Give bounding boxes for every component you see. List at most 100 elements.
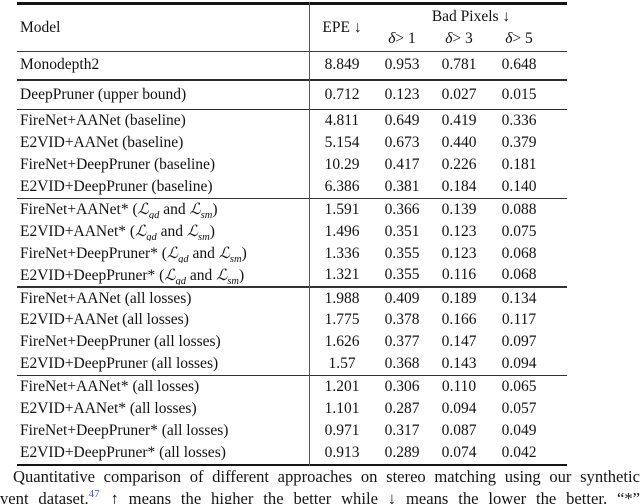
epe-value: 10.29: [324, 155, 360, 173]
model-cell: E2VID+DeepPruner* (ℒgd and ℒsm): [20, 265, 245, 285]
bad-pixels-d1-value: 0.351: [384, 222, 420, 240]
results-table: Model EPE ↓ Bad Pixels ↓ δ > 1 δ > 3 δ >…: [17, 2, 567, 467]
table-row: E2VID+DeepPruner* (all losses) 0.913 0.2…: [17, 442, 567, 464]
script-L-symbol: ℒ: [137, 200, 149, 219]
table-row: E2VID+AANet (all losses) 1.775 0.378 0.1…: [17, 310, 567, 332]
bad-pixels-d3-value: 0.226: [441, 155, 477, 173]
bad-pixels-d1-value: 0.317: [384, 421, 420, 439]
bad-pixels-d5-value: 0.117: [501, 311, 537, 329]
bad-pixels-d1-value: 0.377: [384, 333, 420, 351]
bad-pixels-d5-value: 0.065: [501, 378, 537, 396]
section-all-losses: FireNet+AANet (all losses) 1.988 0.409 0…: [17, 288, 567, 375]
bad-pixels-d5-value: 0.042: [501, 443, 537, 461]
section-rule: [17, 78, 567, 81]
model-cell: E2VID+DeepPruner (all losses): [20, 355, 219, 373]
model-cell: E2VID+AANet* (all losses): [20, 400, 197, 418]
bad-pixels-d3-value: 0.147: [441, 333, 477, 351]
bad-pixels-d5-value: 0.336: [501, 112, 537, 130]
model-cell: FireNet+AANet* (all losses): [20, 378, 200, 396]
epe-value: 6.386: [324, 177, 360, 195]
top-rule: [17, 2, 567, 5]
epe-value: 1.57: [328, 355, 356, 373]
model-cell: Monodepth2: [20, 56, 100, 74]
model-cell: FireNet+AANet (all losses): [20, 289, 192, 307]
section-gd-sm-losses: FireNet+AANet* (ℒgd and ℒsm) 1.591 0.366…: [17, 199, 567, 286]
script-L-symbol: ℒ: [218, 244, 230, 263]
bad-pixels-d1-value: 0.123: [384, 85, 420, 103]
bad-pixels-d3-value: 0.123: [441, 222, 477, 240]
section-monodepth: Monodepth2 8.849 0.953 0.781 0.648: [17, 52, 567, 79]
script-L-symbol: ℒ: [135, 222, 147, 241]
bad-pixels-d1-value: 0.368: [384, 355, 420, 373]
model-cell: FireNet+DeepPruner (all losses): [20, 333, 221, 351]
bad-pixels-d5-value: 0.068: [501, 266, 537, 284]
bad-pixels-d1-value: 0.306: [384, 378, 420, 396]
bad-pixels-d5-value: 0.097: [501, 333, 537, 351]
section-rule: [17, 286, 567, 288]
epe-value: 1.591: [324, 200, 360, 218]
section-starred-all-losses: FireNet+AANet* (all losses) 1.201 0.306 …: [17, 376, 567, 463]
header-rule: [17, 50, 567, 52]
delta-threshold: > 5: [512, 30, 533, 47]
bottom-rule: [17, 463, 567, 467]
bad-pixels-d5-value: 0.140: [501, 177, 537, 195]
table-row: FireNet+AANet* (all losses) 1.201 0.306 …: [17, 376, 567, 398]
epe-value: 8.849: [324, 56, 360, 74]
bad-pixels-d1-value: 0.673: [384, 134, 420, 152]
bad-pixels-d5-value: 0.015: [501, 85, 537, 103]
model-cell: FireNet+AANet (baseline): [20, 112, 186, 130]
bad-pixels-d5-value: 0.075: [501, 222, 537, 240]
section-rule: [17, 197, 567, 200]
bad-pixels-header: Bad Pixels ↓: [431, 8, 511, 25]
epe-value: 4.811: [324, 112, 360, 130]
epe-value: 1.336: [324, 244, 360, 262]
caption-line-2-start: vent dataset.: [0, 488, 89, 504]
table-row: FireNet+DeepPruner (baseline) 10.29 0.41…: [17, 154, 567, 176]
section-rule: [17, 108, 567, 111]
bad-pixels-d5-value: 0.181: [501, 155, 537, 173]
bad-pixels-d1-value: 0.366: [384, 200, 420, 218]
model-cell: E2VID+DeepPruner* (all losses): [20, 443, 226, 461]
bad-pixels-d3-value: 0.189: [441, 289, 477, 307]
table-row: E2VID+AANet* (ℒgd and ℒsm) 1.496 0.351 0…: [17, 221, 567, 243]
section-upper-bound: DeepPruner (upper bound) 0.712 0.123 0.0…: [17, 81, 567, 109]
model-cell: FireNet+DeepPruner* (ℒgd and ℒsm): [20, 244, 247, 264]
bad-pixels-d3-value: 0.087: [441, 421, 477, 439]
epe-value: 1.101: [324, 400, 360, 418]
bad-pixels-d1-value: 0.953: [384, 56, 420, 74]
column-header-delta-1: δ > 1: [375, 28, 429, 51]
table-row: FireNet+DeepPruner* (ℒgd and ℒsm) 1.336 …: [17, 243, 567, 265]
model-cell: E2VID+AANet* (ℒgd and ℒsm): [20, 222, 215, 242]
column-header-epe: EPE ↓: [309, 5, 375, 51]
table-row: FireNet+AANet* (ℒgd and ℒsm) 1.591 0.366…: [17, 199, 567, 221]
bad-pixels-d5-value: 0.134: [501, 289, 537, 307]
model-cell: E2VID+DeepPruner (baseline): [20, 177, 213, 195]
table-row: FireNet+DeepPruner (all losses) 1.626 0.…: [17, 331, 567, 353]
bad-pixels-d3-value: 0.123: [441, 244, 477, 262]
bad-pixels-d5-value: 0.057: [501, 400, 537, 418]
script-L-symbol: ℒ: [164, 265, 176, 284]
bad-pixels-d1-value: 0.378: [384, 311, 420, 329]
bad-pixels-d1-value: 0.649: [384, 112, 420, 130]
epe-value: 0.913: [324, 443, 360, 461]
bad-pixels-d1-value: 0.355: [384, 266, 420, 284]
bad-pixels-d3-value: 0.440: [441, 134, 477, 152]
delta-symbol: δ: [445, 30, 453, 47]
model-cell: FireNet+DeepPruner* (all losses): [20, 421, 229, 439]
epe-value: 1.988: [324, 289, 360, 307]
bad-pixels-header-group: Bad Pixels ↓ δ > 1 δ > 3 δ > 5: [375, 5, 567, 51]
citation-link-47[interactable]: 47: [88, 488, 100, 501]
epe-header-label: EPE ↓: [322, 18, 362, 36]
epe-value: 1.775: [324, 311, 360, 329]
bad-pixels-d1-value: 0.355: [384, 244, 420, 262]
caption-line-1: Quantitative comparison of different app…: [13, 467, 640, 486]
bad-pixels-d1-value: 0.289: [384, 443, 420, 461]
section-baselines: FireNet+AANet (baseline) 4.811 0.649 0.4…: [17, 110, 567, 197]
bad-pixels-d1-value: 0.287: [384, 400, 420, 418]
delta-headers: δ > 1 δ > 3 δ > 5: [375, 28, 567, 51]
column-header-model: Model: [17, 5, 309, 51]
bad-pixels-d3-value: 0.116: [441, 266, 477, 284]
model-cell: FireNet+AANet* (ℒgd and ℒsm): [20, 200, 218, 220]
bad-pixels-d3-value: 0.110: [441, 378, 477, 396]
